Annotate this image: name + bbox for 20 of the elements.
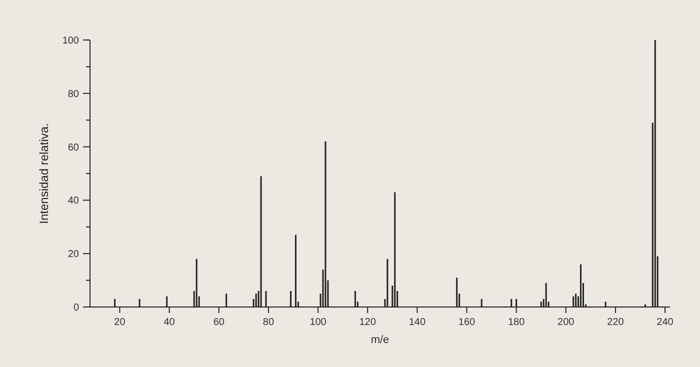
x-tick-label: 20 — [114, 317, 126, 328]
x-axis-title: m/e — [370, 334, 390, 346]
x-tick-label: 40 — [164, 317, 176, 328]
y-tick-label: 100 — [62, 36, 80, 46]
x-tick-label: 240 — [656, 317, 674, 328]
x-tick-label: 200 — [558, 317, 575, 328]
x-tick-label: 120 — [359, 317, 376, 328]
x-tick-label: 100 — [310, 317, 327, 328]
y-tick-label: 0 — [73, 302, 80, 314]
x-tick-label: 140 — [408, 317, 426, 328]
x-tick-label: 160 — [458, 317, 476, 328]
y-tick-label: 60 — [68, 142, 80, 154]
x-tick-label: 220 — [607, 317, 624, 328]
y-tick-label: 20 — [68, 249, 80, 260]
x-tick-label: 180 — [508, 317, 526, 328]
y-axis-title: Intensidad relativa. — [37, 123, 51, 224]
y-tick-label: 80 — [68, 88, 80, 100]
x-tick-label: 60 — [213, 317, 225, 328]
y-tick-label: 40 — [68, 196, 80, 207]
x-tick-label: 80 — [262, 317, 274, 328]
